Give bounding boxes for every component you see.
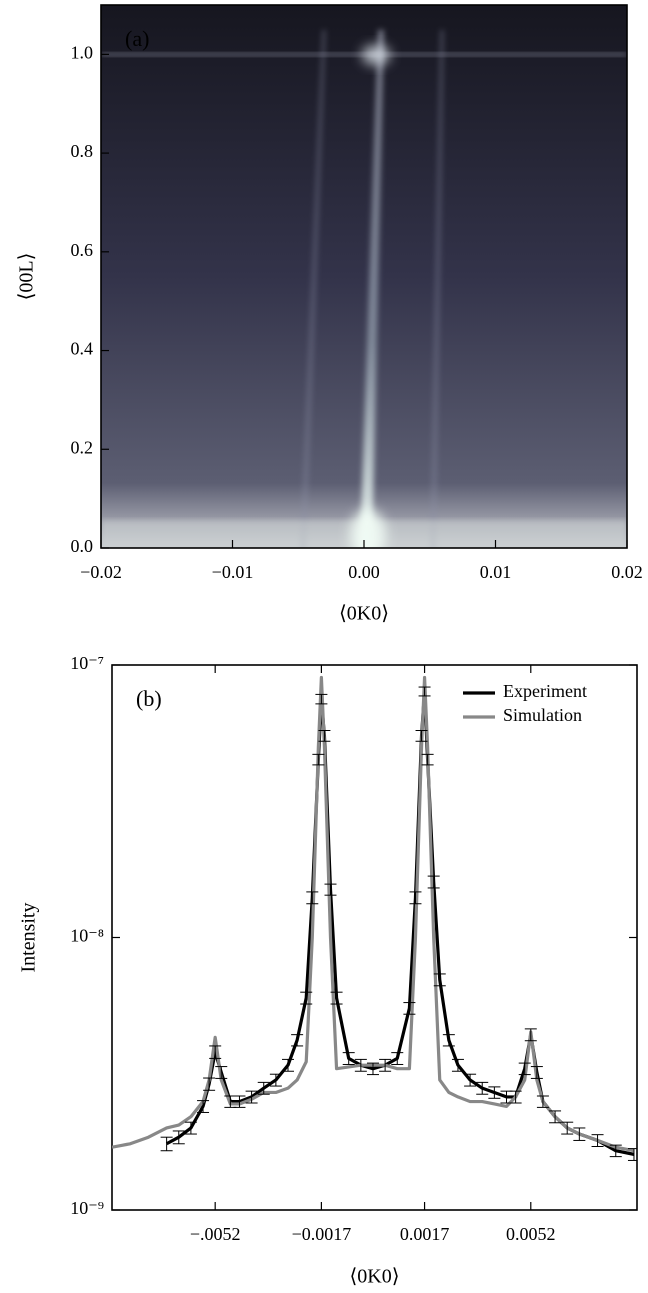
x-tick-label: 0.0017 bbox=[400, 1224, 450, 1244]
error-bar bbox=[524, 1028, 537, 1042]
diffraction-image bbox=[101, 5, 627, 548]
error-bar bbox=[421, 753, 434, 766]
error-bar bbox=[324, 883, 337, 896]
error-bar bbox=[573, 1127, 586, 1141]
y-tick-label: 0.8 bbox=[71, 141, 94, 161]
x-tick-label: 0.00 bbox=[348, 562, 380, 582]
error-bar bbox=[257, 1081, 270, 1095]
error-bar bbox=[215, 1066, 228, 1079]
error-bar bbox=[415, 729, 428, 742]
y-tick-label: 0.4 bbox=[71, 339, 94, 359]
error-bar bbox=[315, 693, 328, 705]
error-bar bbox=[418, 686, 431, 697]
error-bar bbox=[269, 1073, 282, 1087]
x-axis-label: ⟨0K0⟩ bbox=[339, 603, 389, 625]
legend-label: Experiment bbox=[503, 681, 587, 701]
y-tick-label: 0.6 bbox=[71, 240, 94, 260]
error-bar bbox=[549, 1110, 562, 1124]
error-bar bbox=[233, 1095, 246, 1108]
error-bar bbox=[536, 1095, 549, 1108]
error-bar bbox=[172, 1130, 185, 1145]
x-tick-label: 0.0052 bbox=[506, 1224, 556, 1244]
error-bar bbox=[433, 973, 446, 987]
error-bar bbox=[312, 753, 325, 766]
error-bar bbox=[306, 891, 319, 905]
error-bar bbox=[427, 875, 440, 889]
error-bar bbox=[403, 1002, 416, 1015]
series-line bbox=[112, 675, 635, 1153]
error-bar bbox=[184, 1121, 197, 1135]
panel-label: (b) bbox=[136, 686, 162, 711]
y-axis-label: ⟨00L⟩ bbox=[16, 253, 38, 301]
error-bar bbox=[366, 1062, 379, 1076]
error-bar bbox=[451, 1058, 464, 1072]
error-bar bbox=[354, 1058, 367, 1072]
error-bar bbox=[627, 1148, 637, 1161]
error-bar bbox=[476, 1081, 489, 1095]
error-bar bbox=[488, 1086, 501, 1099]
x-tick-label: 0.01 bbox=[480, 562, 512, 582]
error-bar bbox=[518, 1062, 531, 1076]
error-bar bbox=[300, 991, 313, 1005]
y-tick-label: 10⁻⁷ bbox=[70, 653, 104, 673]
error-bar bbox=[245, 1090, 258, 1104]
error-bar bbox=[318, 729, 331, 742]
error-bar bbox=[530, 1066, 543, 1079]
error-bar bbox=[342, 1052, 355, 1065]
series-line bbox=[165, 689, 635, 1156]
error-bar bbox=[379, 1058, 392, 1072]
y-tick-label: 1.0 bbox=[71, 42, 94, 62]
error-bar bbox=[282, 1058, 295, 1072]
x-tick-label: 0.02 bbox=[611, 562, 643, 582]
error-bar bbox=[291, 1034, 304, 1047]
x-axis-label: ⟨0K0⟩ bbox=[349, 1266, 399, 1288]
y-tick-label: 0.0 bbox=[71, 536, 94, 556]
error-bar bbox=[409, 891, 422, 905]
x-tick-label: −0.0017 bbox=[292, 1224, 352, 1244]
error-bar bbox=[197, 1100, 210, 1113]
x-tick-label: −.0052 bbox=[190, 1224, 241, 1244]
error-bar bbox=[203, 1077, 216, 1091]
error-bar bbox=[561, 1121, 574, 1135]
error-bar bbox=[464, 1073, 477, 1087]
y-axis-label: Intensity bbox=[18, 903, 40, 973]
error-bar bbox=[330, 991, 343, 1005]
error-bar bbox=[609, 1144, 622, 1158]
error-bar bbox=[509, 1090, 522, 1104]
y-tick-label: 10⁻⁸ bbox=[70, 926, 104, 946]
panel-label: (a) bbox=[125, 26, 149, 51]
error-bar bbox=[160, 1136, 173, 1152]
error-bar bbox=[442, 1034, 455, 1047]
y-tick-label: 0.2 bbox=[71, 437, 94, 457]
y-tick-label: 10⁻⁹ bbox=[70, 1198, 104, 1218]
x-tick-label: −0.01 bbox=[212, 562, 254, 582]
x-tick-label: −0.02 bbox=[80, 562, 122, 582]
error-bar bbox=[591, 1134, 604, 1148]
plot-area bbox=[112, 675, 637, 1161]
error-bar bbox=[391, 1052, 404, 1065]
error-bar bbox=[209, 1045, 222, 1059]
legend-label: Simulation bbox=[503, 705, 582, 725]
